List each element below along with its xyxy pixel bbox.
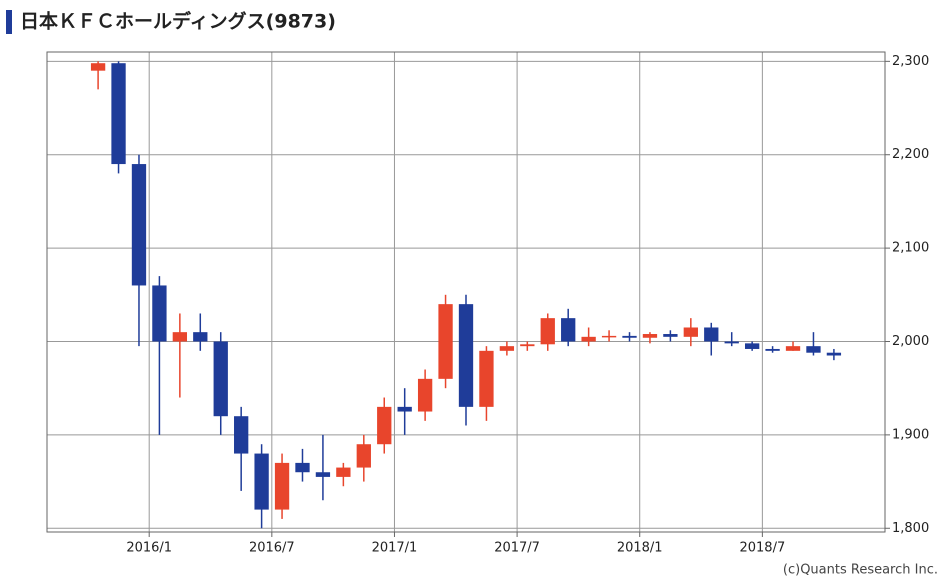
x-tick-label: 2017/7 [494, 541, 540, 556]
x-tick-label: 2018/1 [617, 541, 663, 556]
candle-body [356, 444, 371, 468]
x-tick-label: 2016/1 [126, 541, 172, 556]
candle-body [806, 346, 821, 353]
candle-body [663, 334, 678, 337]
candle-body [601, 335, 617, 338]
candle-body [315, 472, 331, 477]
y-tick-label: 2,300 [892, 54, 929, 69]
candle-body [724, 341, 739, 344]
candle-body [785, 346, 801, 351]
candle-body [295, 462, 310, 473]
candle-body [131, 164, 147, 286]
y-tick-label: 1,900 [892, 427, 929, 442]
candle-body [458, 304, 474, 407]
candle-body [111, 63, 126, 165]
candle-body [561, 318, 576, 342]
candle-body [254, 453, 269, 510]
title-marker [6, 10, 12, 34]
y-tick-label: 2,100 [892, 241, 929, 256]
candle-body [622, 335, 637, 338]
candle-body [438, 304, 453, 379]
credit: (c)Quants Research Inc. [783, 563, 938, 578]
candle-body [540, 318, 555, 345]
candle-body [581, 336, 596, 342]
x-tick-label: 2016/7 [249, 541, 295, 556]
candle-body [642, 334, 658, 338]
candle-body [234, 416, 249, 454]
candle-body [193, 332, 208, 342]
candle-body [274, 462, 290, 510]
y-tick-label: 2,200 [892, 147, 929, 162]
candle-body [499, 346, 515, 351]
candle-body [683, 327, 698, 337]
candle-body [377, 406, 392, 445]
candle-body [479, 350, 494, 407]
candle-body [336, 467, 351, 477]
candle-body [152, 285, 167, 342]
candle-body [213, 341, 228, 417]
candle-body [172, 332, 188, 342]
x-tick-label: 2017/1 [372, 541, 418, 556]
candle-body [397, 406, 412, 412]
candle-body [90, 63, 106, 71]
plot-frame [46, 51, 886, 533]
candle-body [417, 378, 433, 412]
candle-body [704, 327, 719, 342]
chart-title: 日本ＫＦＣホールディングス(9873) [20, 10, 336, 33]
candle-body [520, 344, 535, 347]
y-tick-label: 1,800 [892, 521, 929, 536]
y-tick-label: 2,000 [892, 334, 929, 349]
candle-body [826, 352, 842, 356]
x-tick-label: 2018/7 [739, 541, 785, 556]
candle-body [744, 343, 760, 349]
candle-body [765, 348, 780, 351]
